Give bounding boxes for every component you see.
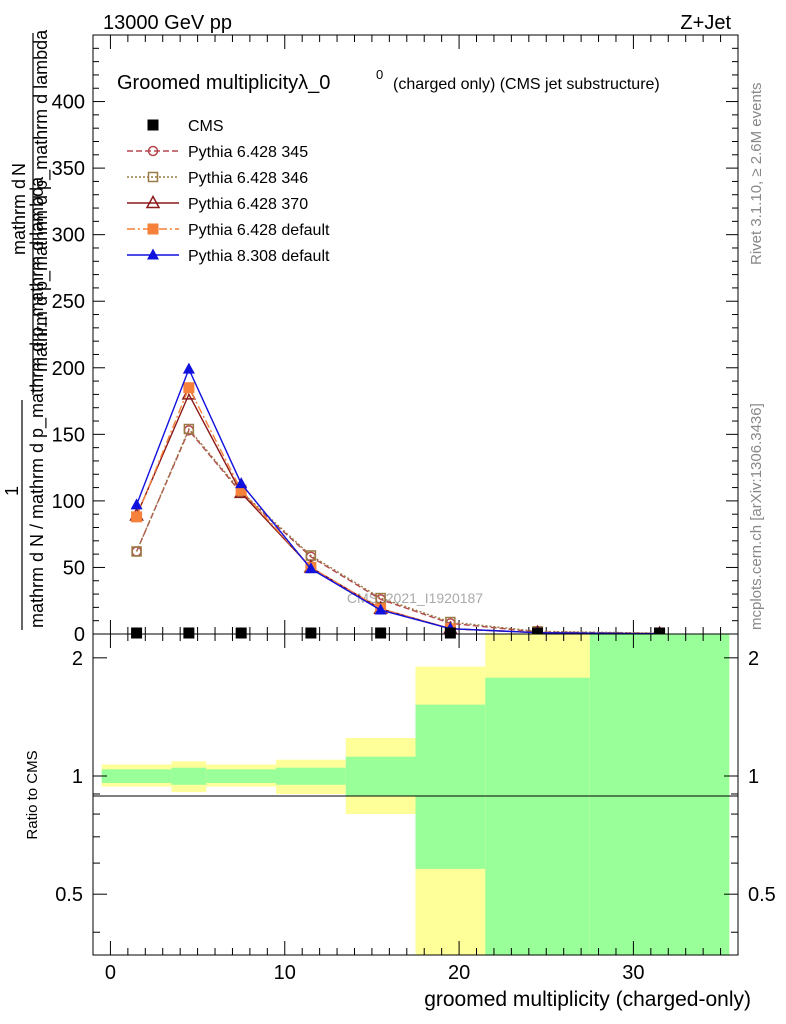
ylabel-numerator-n: N: [9, 163, 29, 176]
legend-marker: [147, 248, 159, 260]
legend-item: Pythia 6.428 345: [127, 144, 308, 161]
data-point: [130, 498, 143, 510]
legend-label: Pythia 6.428 346: [188, 170, 308, 187]
data-point: [183, 382, 195, 394]
ylabel-numerator-d: mathrm d: [9, 179, 29, 255]
ratio-band-green: [345, 756, 416, 796]
main-y-tick-label: 400: [52, 92, 85, 114]
ratio-panel-frame: [92, 633, 739, 956]
ratio-band-green: [415, 704, 486, 869]
legend-marker: [147, 223, 159, 235]
data-point: [235, 477, 248, 489]
x-tick-label: 10: [274, 962, 296, 984]
ratio-band-green: [171, 767, 207, 785]
data-point: [182, 362, 195, 374]
main-y-tick-label: 200: [52, 358, 85, 380]
rivet-label: Rivet 3.1.10, ≥ 2.6M events: [748, 83, 765, 266]
series-line: [135, 427, 660, 634]
legend-item: CMS: [147, 118, 224, 135]
ratio-band-green: [485, 677, 590, 955]
main-y-tick-label: 0: [74, 624, 85, 646]
ylabel-one: 1: [2, 486, 22, 496]
data-point: [183, 423, 195, 435]
data-point: [444, 627, 456, 639]
legend-item: Pythia 8.308 default: [127, 248, 330, 265]
legend-marker: [147, 145, 159, 157]
legend-marker: [145, 194, 161, 209]
ratio-band-green: [206, 769, 277, 783]
main-title: Groomed multiplicityλ_0 0 (charged only)…: [117, 67, 660, 94]
legend-item: Pythia 6.428 default: [127, 222, 330, 239]
title-sup: 0: [376, 67, 383, 82]
data-point: [235, 627, 247, 639]
main-y-tick-label: 50: [63, 557, 85, 579]
title-main: Groomed multiplicityλ_0: [117, 72, 330, 94]
data-point: [131, 627, 143, 639]
process-label: Z+Jet: [680, 12, 731, 34]
ylabel-denominator: mathrm d N / mathrm d p_mathrm d p_mathr…: [27, 176, 48, 628]
ratio-y-tick-label: 1: [72, 766, 83, 788]
main-y-tick-label: 300: [52, 225, 85, 247]
data-point: [374, 603, 387, 615]
data-point: [654, 627, 666, 639]
ratio-bands: [101, 634, 730, 955]
ratio-y-tick-label: 2: [72, 648, 83, 670]
series-line: [135, 429, 660, 635]
x-tick-label: 0: [105, 962, 116, 984]
ylabel-numerator-rest: mathrm d p_mathrm d p_mathrm d lambda: [31, 29, 52, 372]
ratio-y-axis-label: Ratio to CMS: [24, 750, 41, 839]
ratio-y-tick-label: 0.5: [55, 884, 83, 906]
x-tick-label: 20: [448, 962, 470, 984]
energy-label: 13000 GeV pp: [103, 12, 232, 34]
series-cms: [131, 627, 666, 639]
legend-item: Pythia 6.428 370: [127, 194, 308, 213]
x-tick-label: 30: [622, 962, 644, 984]
legend-marker: [147, 171, 159, 183]
main-y-tick-label: 250: [52, 291, 85, 313]
mcplots-label: mcplots.cern.ch [arXiv:1306.3436]: [748, 403, 765, 630]
series-line: [135, 367, 660, 635]
ratio-band-green: [276, 767, 346, 785]
main-y-tick-label: 150: [52, 424, 85, 446]
data-point: [183, 627, 195, 639]
main-axes: 0 50 100 150 200 250 300 350 400: [52, 35, 738, 646]
legend-label: CMS: [188, 118, 224, 135]
data-point: [305, 627, 317, 639]
data-point: [375, 627, 387, 639]
main-y-tick-label: 350: [52, 158, 85, 180]
data-point: [235, 484, 247, 496]
legend-item: Pythia 6.428 346: [127, 170, 308, 187]
legend-marker: [147, 119, 159, 131]
main-y-axis-label: mathrm d N mathrm d p_mathrm d p_mathrm …: [2, 29, 52, 630]
ratio-y-tick-label-right: 0.5: [748, 884, 776, 906]
x-axis-label: groomed multiplicity (charged-only): [424, 988, 751, 1011]
legend: CMS Pythia 6.428 345 Pythia 6.428 346 Pythi…: [127, 118, 330, 265]
series-pythia-6-428-345: [131, 425, 665, 639]
ratio-y-tick-label-right: 1: [748, 766, 759, 788]
legend-label: Pythia 6.428 default: [188, 222, 330, 239]
legend-label: Pythia 6.428 370: [188, 196, 308, 213]
watermark: CMS_2021_I1920187: [347, 590, 483, 606]
title-sub: (charged only) (CMS jet substructure): [393, 76, 660, 93]
ratio-band-green: [589, 634, 730, 955]
series-layer: [129, 362, 667, 640]
data-point: [304, 562, 317, 574]
data-point: [532, 627, 544, 639]
ratio-axes: 0.5 0.51 12 20 10 20 30: [55, 634, 776, 984]
ratio-band-green: [101, 769, 172, 783]
ratio-y-tick-label-right: 2: [748, 648, 759, 670]
legend-label: Pythia 6.428 345: [188, 144, 308, 161]
legend-label: Pythia 8.308 default: [188, 248, 330, 265]
data-point: [131, 546, 142, 557]
data-point: [131, 511, 143, 523]
main-y-tick-label: 100: [52, 491, 85, 513]
